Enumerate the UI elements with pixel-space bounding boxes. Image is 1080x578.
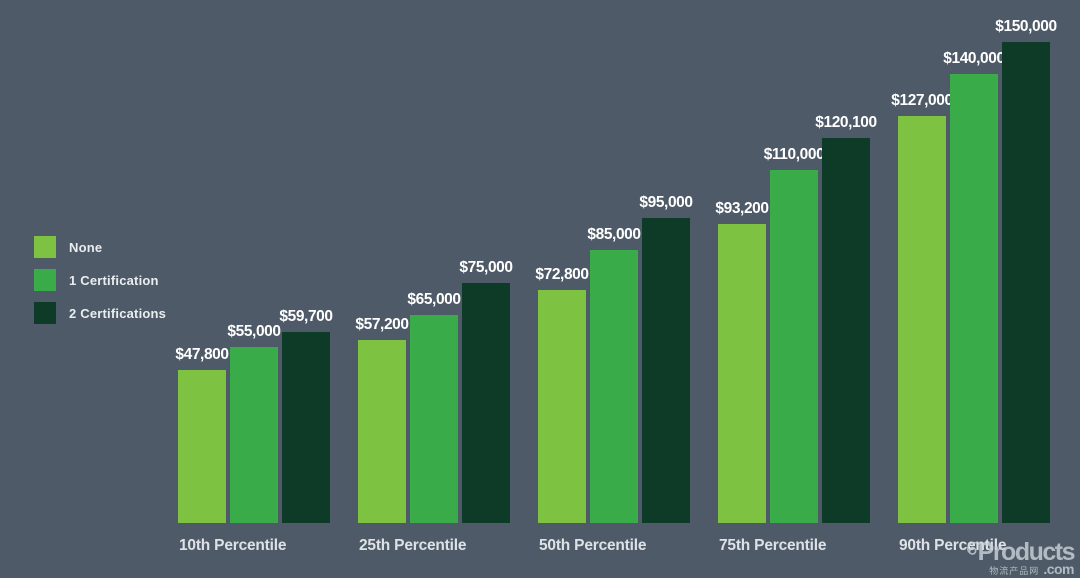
legend: None 1 Certification 2 Certifications	[34, 236, 166, 324]
bar-1-certification: $140,000	[943, 50, 1005, 523]
bar-group: $47,800 $55,000 $59,700 10th Percentile	[175, 42, 333, 554]
bar-value-label: $55,000	[227, 322, 281, 340]
legend-label: 2 Certifications	[69, 305, 167, 321]
bar-none: $57,200	[355, 316, 409, 523]
legend-item-1-certification: 1 Certification	[34, 269, 166, 291]
bar-value-label: $75,000	[459, 258, 513, 276]
bar-none: $127,000	[891, 92, 953, 523]
bar-group: $72,800 $85,000 $95,000 50th Percentile	[535, 42, 693, 554]
bar-2-certifications: $75,000	[459, 259, 513, 523]
legend-item-2-certifications: 2 Certifications	[34, 302, 166, 324]
legend-item-none: None	[34, 236, 166, 258]
axis-label: 50th Percentile	[539, 537, 647, 554]
bar-2-certifications: $120,100	[815, 114, 877, 523]
bar-value-label: $150,000	[995, 18, 1057, 35]
bar-group: $93,200 $110,000 $120,100 75th Percentile	[715, 42, 877, 554]
bar-2-certifications: $150,000	[995, 18, 1057, 523]
bar-value-label: $127,000	[891, 91, 953, 109]
bar-2-certifications: $59,700	[279, 308, 333, 523]
watermark: Products 物流产品网 .com	[964, 538, 1076, 577]
bar-none: $93,200	[715, 200, 769, 523]
axis-label: 25th Percentile	[359, 537, 467, 554]
bar-group: $57,200 $65,000 $75,000 25th Percentile	[355, 42, 513, 555]
bar-value-label: $72,800	[535, 265, 589, 283]
bar-group: $127,000 $140,000 $150,000 90th Percentile	[891, 18, 1057, 554]
legend-label: None	[69, 239, 103, 255]
axis-label: 10th Percentile	[179, 537, 287, 554]
bar-value-label: $120,100	[815, 113, 877, 131]
watermark-tld: .com	[1043, 561, 1074, 577]
plot-area: $47,800 $55,000 $59,700 10th Percentile $57,…	[175, 18, 1057, 555]
bar-value-label: $65,000	[407, 290, 461, 308]
legend-label: 1 Certification	[69, 272, 159, 288]
watermark-brand: Products	[977, 538, 1076, 566]
bar-value-label: $47,800	[175, 345, 229, 363]
bar-1-certification: $65,000	[407, 291, 461, 523]
bar-none: $47,800	[175, 346, 229, 523]
bar-value-label: $57,200	[355, 315, 409, 333]
axis-label: 75th Percentile	[719, 537, 827, 554]
bar-none: $72,800	[535, 266, 589, 523]
bar-1-certification: $85,000	[587, 226, 641, 523]
bar-value-label: $93,200	[715, 200, 769, 218]
legend-swatch-2-certifications	[34, 302, 56, 324]
bar-value-label: $85,000	[587, 226, 641, 244]
bar-1-certification: $55,000	[227, 323, 281, 523]
bar-value-label: $110,000	[763, 146, 825, 164]
watermark-caption: 物流产品网	[989, 566, 1040, 576]
watermark-swirl-icon	[964, 540, 980, 564]
axis-label: 90th Percentile	[899, 537, 1007, 554]
bar-1-certification: $110,000	[764, 146, 825, 523]
legend-swatch-none	[34, 236, 56, 258]
bar-2-certifications: $95,000	[639, 194, 693, 523]
legend-swatch-1-certification	[34, 269, 56, 291]
bar-value-label: $140,000	[943, 50, 1005, 68]
bar-value-label: $95,000	[639, 194, 693, 212]
bar-value-label: $59,700	[279, 307, 333, 325]
